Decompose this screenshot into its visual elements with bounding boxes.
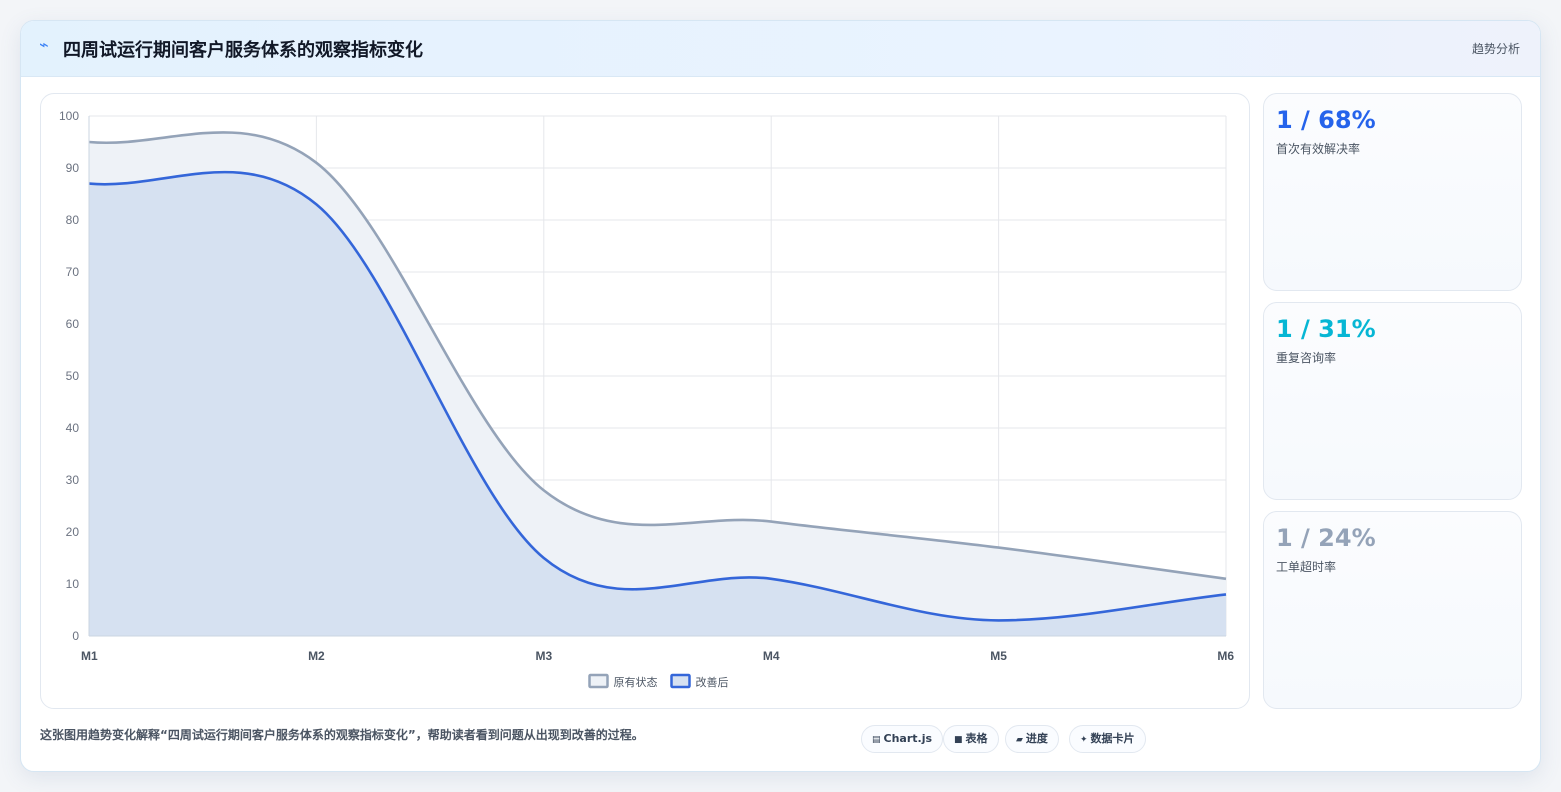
x-tick-label: M1: [81, 649, 98, 663]
chip-label: Chart.js: [883, 732, 933, 745]
series-area-1: [89, 172, 1226, 636]
chip-label: 表格: [965, 732, 988, 745]
page-title: 四周试运行期间客户服务体系的观察指标变化: [63, 40, 423, 61]
progress-icon: ▰: [1016, 735, 1023, 745]
y-tick-label: 30: [66, 473, 80, 487]
y-tick-label: 20: [66, 525, 80, 539]
stat-value: 1 / 24%: [1276, 524, 1376, 552]
x-tick-label: M5: [990, 649, 1007, 663]
stat-value: 1 / 31%: [1276, 315, 1376, 343]
header-tag: 趋势分析: [1471, 42, 1520, 56]
x-tick-label: M2: [308, 649, 325, 663]
chart-panel: 0 10 20 30 40 50 60 70 80 90 100 M1 M2 M3 M4 M5 M6 原有状态 改善…: [40, 93, 1250, 709]
x-tick-label: M4: [763, 649, 780, 663]
chip-table[interactable]: ■ 表格: [943, 725, 999, 753]
x-tick-label: M3: [535, 649, 552, 663]
y-tick-label: 50: [66, 369, 80, 383]
chart-icon: ▤: [872, 735, 881, 745]
y-tick-label: 100: [59, 109, 79, 123]
card-header: ⌁ 四周试运行期间客户服务体系的观察指标变化 趋势分析: [21, 21, 1540, 77]
y-tick-label: 0: [72, 629, 79, 643]
x-tick-label: M6: [1217, 649, 1234, 663]
chip-data-cards[interactable]: ✦ 数据卡片: [1069, 725, 1146, 753]
y-tick-label: 60: [66, 317, 80, 331]
stat-card-repeat-inquiry: 1 / 31% 重复咨询率: [1263, 302, 1522, 500]
chart-caption: 这张图用趋势变化解释“四周试运行期间客户服务体系的观察指标变化”，帮助读者看到问…: [40, 728, 644, 742]
legend-label: 原有状态: [614, 675, 658, 689]
series-line-0: [88, 131, 1227, 581]
stat-label: 重复咨询率: [1276, 351, 1337, 365]
stat-label: 工单超时率: [1276, 560, 1337, 574]
chip-progress[interactable]: ▰ 进度: [1005, 725, 1059, 753]
lightning-icon: ⌁: [39, 35, 49, 54]
y-tick-label: 70: [66, 265, 80, 279]
chip-label: 进度: [1025, 732, 1048, 745]
stat-label: 首次有效解决率: [1276, 142, 1361, 156]
series-line-1: [88, 170, 1227, 622]
area-chart: 0 10 20 30 40 50 60 70 80 90 100 M1 M2 M3 M4 M5 M6 原有状态 改善…: [59, 109, 1234, 689]
sparkle-icon: ✦: [1080, 735, 1088, 745]
chip-label: 数据卡片: [1090, 732, 1135, 745]
y-tick-label: 90: [66, 161, 80, 175]
y-tick-label: 40: [66, 421, 80, 435]
chip-chartjs[interactable]: ▤ Chart.js: [861, 725, 944, 753]
stat-value: 1 / 68%: [1276, 106, 1376, 134]
y-tick-label: 80: [66, 213, 80, 227]
y-tick-label: 10: [66, 577, 80, 591]
table-icon: ■: [954, 735, 963, 745]
stat-card-ticket-timeout: 1 / 24% 工单超时率: [1263, 511, 1522, 709]
stat-card-first-resolution: 1 / 68% 首次有效解决率: [1263, 93, 1522, 291]
legend-label: 改善后: [696, 675, 729, 689]
legend-swatch: [588, 673, 609, 689]
dashboard-card: ⌁ 四周试运行期间客户服务体系的观察指标变化 趋势分析 0 10 20 30 40 50 6…: [20, 20, 1541, 772]
legend-swatch: [670, 673, 691, 689]
